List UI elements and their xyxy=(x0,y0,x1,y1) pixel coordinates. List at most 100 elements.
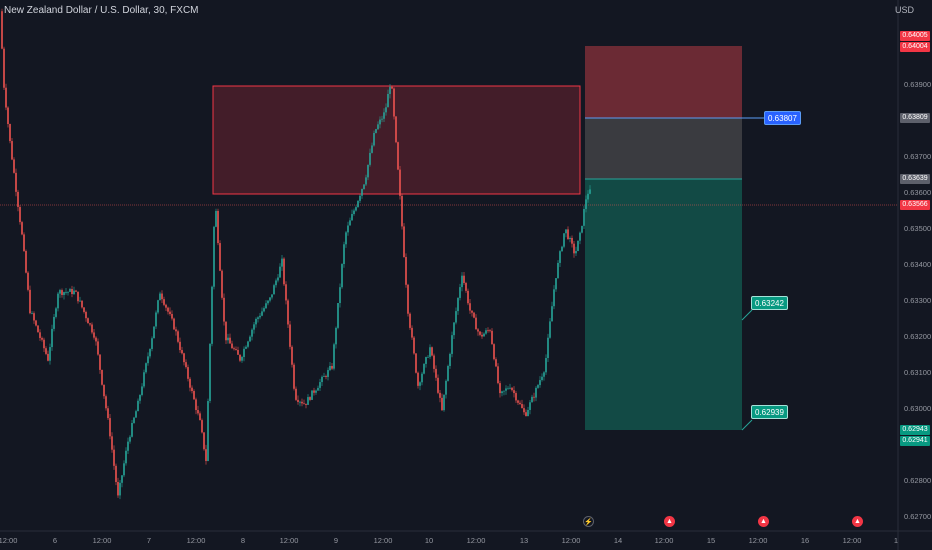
candle-body xyxy=(461,275,463,288)
candle-body xyxy=(163,299,165,305)
candle-body xyxy=(391,86,393,89)
candle-body xyxy=(9,124,11,142)
candle-body xyxy=(73,290,75,295)
candle-body xyxy=(351,214,353,221)
price-tick: 0.62800 xyxy=(904,476,932,485)
candle-body xyxy=(341,264,343,288)
candle-body xyxy=(271,294,273,298)
flag-icon[interactable]: ▲ xyxy=(758,516,769,527)
candle-body xyxy=(11,141,13,160)
candle-body xyxy=(411,327,413,338)
candle-body xyxy=(53,316,55,329)
flag-icon[interactable]: ▲ xyxy=(664,516,675,527)
candle-body xyxy=(363,184,365,189)
target1-leader xyxy=(741,309,753,321)
candle-body xyxy=(323,376,325,377)
candle-body xyxy=(145,363,147,373)
candle-body xyxy=(7,107,9,125)
candle-body xyxy=(169,311,171,315)
candle-body xyxy=(309,397,311,400)
candle-body xyxy=(535,387,537,398)
stop-mid-zone[interactable] xyxy=(585,118,742,179)
candle-body xyxy=(379,119,381,125)
price-tick: 0.63500 xyxy=(904,224,932,233)
symbol-title[interactable]: New Zealand Dollar / U.S. Dollar, 30, FX… xyxy=(4,5,199,16)
time-tick: 13 xyxy=(519,536,529,545)
candle-body xyxy=(359,195,361,201)
candle-body xyxy=(383,112,385,119)
candle-body xyxy=(47,353,49,361)
candle-body xyxy=(243,348,245,357)
candle-body xyxy=(421,373,423,383)
time-tick: 7 xyxy=(146,536,152,545)
candle-body xyxy=(59,290,61,294)
stop-loss-zone[interactable] xyxy=(585,46,742,118)
candle-body xyxy=(299,401,301,403)
candle-body xyxy=(317,387,319,391)
candle-body xyxy=(259,315,261,318)
candle-body xyxy=(117,482,119,496)
candle-body xyxy=(25,251,27,273)
time-tick: 12:00 xyxy=(748,536,768,545)
candle-body xyxy=(523,408,525,413)
candle-body xyxy=(29,289,31,314)
candle-body xyxy=(161,293,163,300)
time-tick: 14 xyxy=(613,536,623,545)
time-tick: 15 xyxy=(706,536,716,545)
candle-body xyxy=(201,420,203,433)
candle-body xyxy=(45,348,47,354)
candle-body xyxy=(579,232,581,241)
candle-body xyxy=(81,300,83,308)
lightning-icon[interactable]: ⚡ xyxy=(583,516,594,527)
price-tag: 0.62941 xyxy=(900,436,930,446)
candle-body xyxy=(545,358,547,373)
candle-body xyxy=(173,318,175,330)
time-tick: 12:00 xyxy=(373,536,393,545)
candle-body xyxy=(497,366,499,384)
candle-body xyxy=(263,308,265,312)
candle-body xyxy=(445,380,447,395)
stop-price-callout[interactable]: 0.63807 xyxy=(764,111,801,125)
candle-body xyxy=(159,293,161,301)
candle-body xyxy=(43,339,45,349)
candle-body xyxy=(125,450,127,464)
candle-body xyxy=(167,307,169,312)
candle-body xyxy=(485,330,487,334)
candle-body xyxy=(503,390,505,392)
candle-body xyxy=(573,243,575,254)
candle-body xyxy=(431,347,433,356)
candle-body xyxy=(381,118,383,120)
price-tag: 0.63809 xyxy=(900,113,930,123)
candle-body xyxy=(433,355,435,369)
candle-body xyxy=(139,394,141,401)
candle-body xyxy=(155,312,157,327)
candle-body xyxy=(321,376,323,383)
candle-body xyxy=(373,132,375,146)
candle-body xyxy=(403,226,405,258)
target-zone[interactable] xyxy=(585,179,742,430)
candle-body xyxy=(355,207,357,211)
candle-body xyxy=(371,145,373,153)
candle-body xyxy=(513,390,515,394)
candle-body xyxy=(213,226,215,287)
candle-body xyxy=(409,313,411,328)
candle-body xyxy=(57,293,59,309)
candle-body xyxy=(571,237,573,244)
candle-body xyxy=(441,397,443,411)
candle-body xyxy=(415,353,417,373)
price-tick: 0.63200 xyxy=(904,332,932,341)
candle-body xyxy=(343,244,345,265)
candle-body xyxy=(291,346,293,365)
candle-body xyxy=(83,307,85,312)
flag-icon[interactable]: ▲ xyxy=(852,516,863,527)
candle-body xyxy=(71,289,73,295)
candle-body xyxy=(507,388,509,390)
target2-price-callout[interactable]: 0.62939 xyxy=(751,405,788,419)
candle-body xyxy=(245,346,247,349)
candle-body xyxy=(75,290,77,292)
target1-price-callout[interactable]: 0.63242 xyxy=(751,296,788,310)
time-tick: 8 xyxy=(240,536,246,545)
candle-body xyxy=(435,368,437,378)
